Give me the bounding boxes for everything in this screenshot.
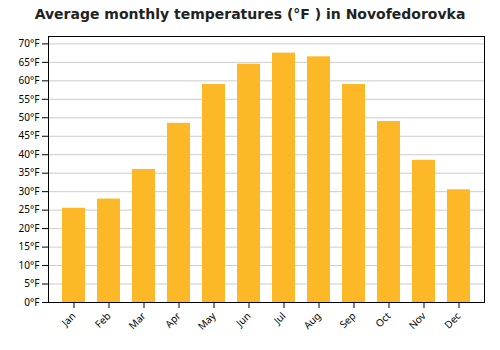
svg-text:Jul: Jul: [270, 309, 289, 328]
svg-text:15°F: 15°F: [19, 239, 40, 253]
svg-text:10°F: 10°F: [19, 258, 40, 272]
svg-text:Jun: Jun: [232, 309, 253, 330]
svg-text:50°F: 50°F: [19, 110, 40, 124]
svg-text:Sep: Sep: [336, 309, 358, 331]
svg-text:May: May: [194, 308, 219, 333]
svg-text:30°F: 30°F: [19, 184, 40, 198]
svg-text:55°F: 55°F: [19, 92, 40, 106]
svg-text:65°F: 65°F: [19, 55, 40, 69]
svg-text:Aug: Aug: [300, 309, 323, 332]
svg-text:20°F: 20°F: [19, 221, 40, 235]
svg-text:0°F: 0°F: [24, 295, 39, 309]
svg-text:40°F: 40°F: [19, 147, 40, 161]
svg-text:Jan: Jan: [58, 309, 79, 330]
html-text:Average monthly temperatures (: Average monthly temperatures (°F ) in No…: [34, 6, 466, 22]
svg-text:Feb: Feb: [91, 309, 113, 331]
svg-text:5°F: 5°F: [24, 276, 39, 290]
svg-text:35°F: 35°F: [19, 165, 40, 179]
svg-text:60°F: 60°F: [19, 73, 40, 87]
svg-text:Apr: Apr: [162, 309, 184, 331]
svg-text:Mar: Mar: [125, 309, 148, 332]
svg-text:70°F: 70°F: [19, 36, 40, 50]
svg-text:25°F: 25°F: [19, 202, 40, 216]
svg-text:Oct: Oct: [372, 309, 394, 331]
svg-text:45°F: 45°F: [19, 128, 40, 142]
svg-text:Nov: Nov: [405, 308, 429, 332]
svg-text:Dec: Dec: [441, 309, 464, 332]
